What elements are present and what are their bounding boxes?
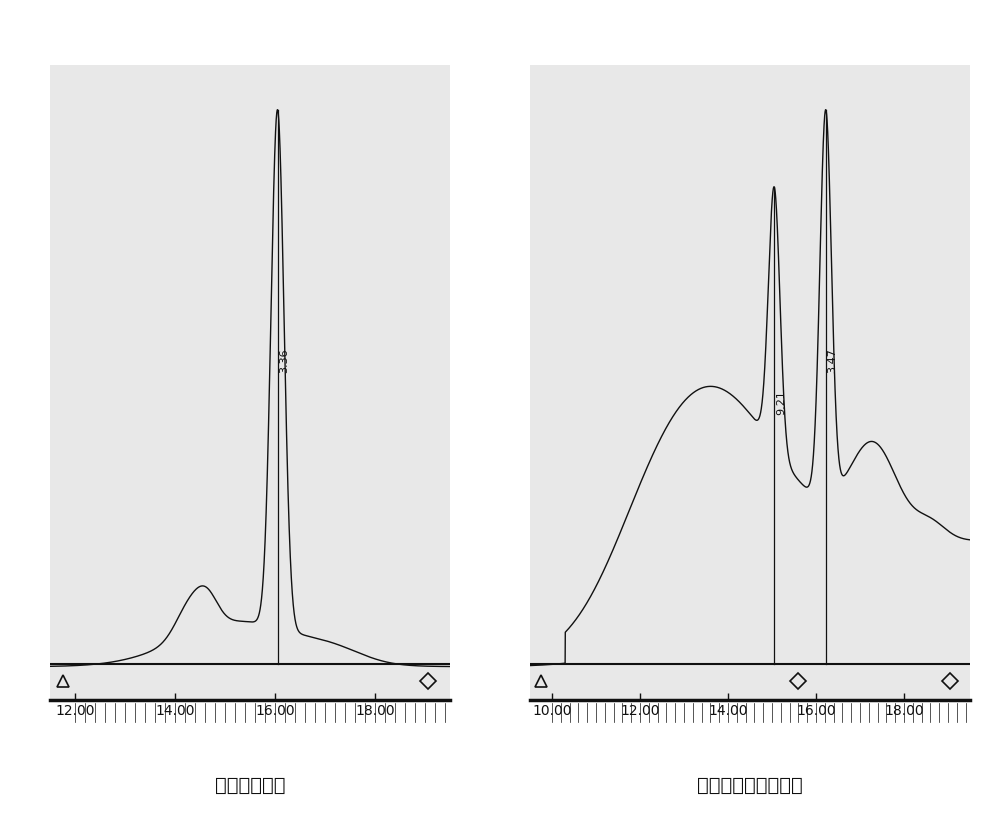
Text: 3.36: 3.36 — [280, 348, 290, 373]
Text: 马来酸改性环梓甲酯: 马来酸改性环梓甲酯 — [697, 777, 803, 795]
Text: 9.21: 9.21 — [776, 391, 786, 415]
Text: 3.47: 3.47 — [827, 348, 837, 373]
Text: 环氧梓油甲酯: 环氧梓油甲酯 — [215, 777, 285, 795]
